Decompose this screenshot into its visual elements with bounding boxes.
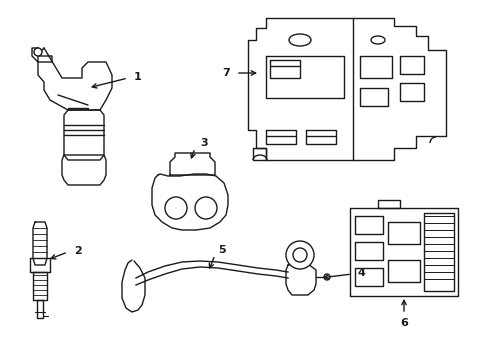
Circle shape: [285, 241, 313, 269]
Text: 6: 6: [399, 318, 407, 328]
Text: 5: 5: [218, 245, 225, 255]
Ellipse shape: [370, 36, 384, 44]
Circle shape: [324, 274, 329, 280]
Circle shape: [195, 197, 217, 219]
Text: 2: 2: [74, 246, 81, 256]
Circle shape: [164, 197, 186, 219]
Circle shape: [292, 248, 306, 262]
Text: 7: 7: [222, 68, 229, 78]
Text: 3: 3: [200, 138, 207, 148]
Text: 4: 4: [356, 268, 364, 278]
Circle shape: [34, 48, 42, 56]
Text: 1: 1: [134, 72, 142, 82]
Ellipse shape: [288, 34, 310, 46]
